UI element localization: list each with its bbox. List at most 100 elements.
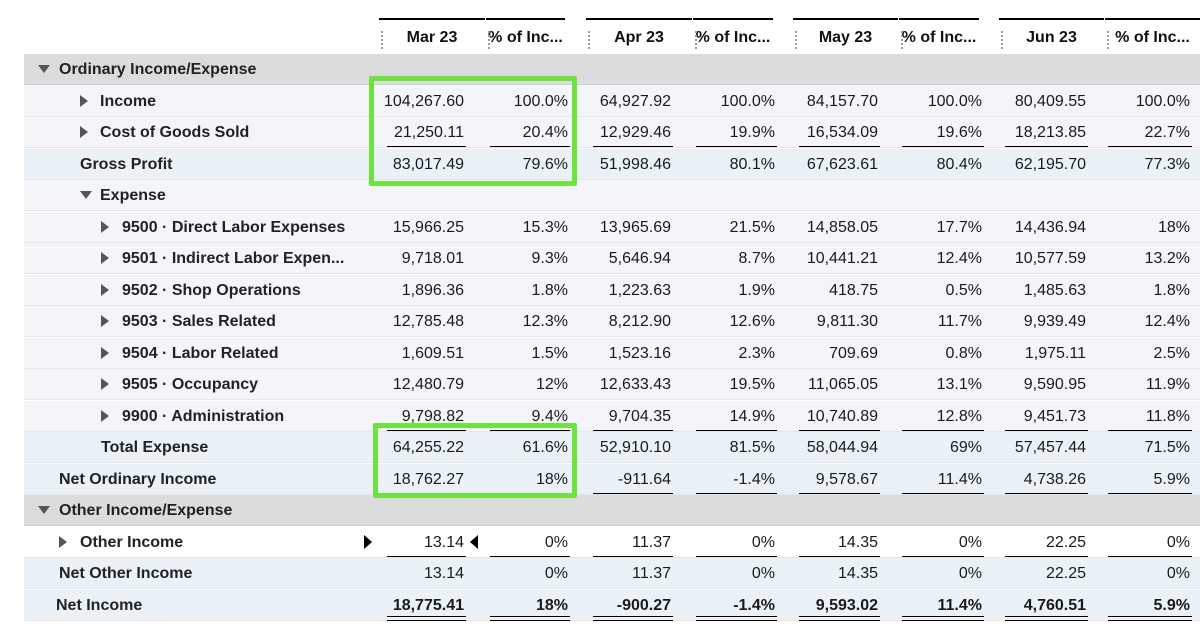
table-row[interactable]: Gross Profit 83,017.49 79.6% 51,998.46 80.1%… bbox=[24, 148, 1200, 180]
column-header-4[interactable]: May 23 bbox=[793, 18, 898, 54]
cell-value: 11.4% bbox=[937, 596, 982, 614]
cell-value: 52,910.10 bbox=[599, 439, 671, 456]
cell-value: 5.9% bbox=[1153, 596, 1190, 614]
cell-value: -911.64 bbox=[617, 470, 671, 488]
table-row[interactable]: Other Income 13.14 0% 11.37 0% 14.35 0% 22.25 0% bbox=[24, 526, 1200, 558]
cell-value: 10,740.89 bbox=[806, 407, 878, 425]
row-label: 9504 · Labor Related bbox=[122, 344, 279, 362]
table-row[interactable]: Net Ordinary Income 18,762.27 18% -911.64 -1… bbox=[24, 463, 1200, 495]
cell-value: 1,609.51 bbox=[401, 344, 464, 362]
subtotal-underline bbox=[387, 555, 466, 557]
table-row[interactable]: Ordinary Income/Expense bbox=[24, 54, 1200, 85]
column-header-row: Mar 23% of Inc... Apr 23% of Inc... May 23… bbox=[24, 18, 1200, 54]
expand-triangle-icon[interactable] bbox=[80, 94, 88, 107]
table-row[interactable]: Net Income 18,775.41 18% -900.27 -1.4% 9,593.… bbox=[24, 589, 1200, 621]
cell-value: 12.4% bbox=[1144, 313, 1190, 330]
cell-value: 18% bbox=[535, 470, 568, 488]
row-label: 9500 · Direct Labor Expenses bbox=[122, 218, 346, 236]
cell-value: 13.14 bbox=[423, 565, 464, 582]
column-header-6[interactable]: Jun 23 bbox=[999, 18, 1104, 54]
table-row[interactable]: 9501 · Indirect Labor Expen... 9,718.01 9.… bbox=[24, 243, 1200, 274]
column-resize-handle[interactable] bbox=[1107, 31, 1111, 49]
cell-value: 100.0% bbox=[720, 92, 775, 110]
subtotal-underline bbox=[799, 429, 880, 431]
cell-value: 12.8% bbox=[936, 407, 982, 425]
expand-triangle-icon[interactable] bbox=[101, 220, 109, 233]
column-header-7[interactable]: % of Inc... bbox=[1105, 18, 1200, 54]
cell-value: 11.37 bbox=[632, 565, 671, 582]
table-row[interactable]: 9505 · Occupancy 12,480.79 12% 12,633.43 19.… bbox=[24, 369, 1200, 400]
expand-triangle-icon[interactable] bbox=[101, 283, 109, 296]
green-highlight-box bbox=[369, 76, 577, 186]
cell-value: 19.5% bbox=[729, 376, 775, 393]
cell-value: 11.8% bbox=[1145, 407, 1190, 425]
subtotal-underline bbox=[696, 146, 777, 147]
cell-value: -1.4% bbox=[733, 470, 775, 488]
expand-triangle-icon[interactable] bbox=[101, 315, 109, 327]
expand-triangle-icon[interactable] bbox=[101, 378, 109, 390]
table-row[interactable]: Total Expense 64,255.22 61.6% 52,910.10 81.5… bbox=[24, 432, 1200, 463]
column-resize-handle[interactable] bbox=[488, 31, 492, 49]
column-header-1[interactable]: % of Inc... bbox=[486, 18, 565, 54]
column-header-2[interactable]: Apr 23 bbox=[586, 18, 692, 54]
column-header-0[interactable]: Mar 23 bbox=[379, 18, 485, 54]
cell-value: 13.2% bbox=[1144, 250, 1190, 267]
cell-value: 81.5% bbox=[729, 439, 775, 456]
expand-triangle-icon[interactable] bbox=[59, 535, 67, 548]
column-header-5[interactable]: % of Inc... bbox=[899, 18, 979, 54]
collapse-triangle-icon[interactable] bbox=[38, 506, 50, 514]
table-row[interactable]: Other Income/Expense bbox=[24, 495, 1200, 526]
row-label: Other Income bbox=[80, 533, 184, 551]
subtotal-underline bbox=[1005, 492, 1088, 494]
table-row[interactable]: 9504 · Labor Related 1,609.51 1.5% 1,523.16… bbox=[24, 337, 1200, 369]
subtotal-underline bbox=[490, 429, 570, 431]
subtotal-underline bbox=[387, 146, 466, 147]
cell-value: 83,017.49 bbox=[392, 155, 464, 173]
table-row[interactable]: Expense bbox=[24, 180, 1200, 211]
collapse-triangle-icon[interactable] bbox=[80, 191, 92, 199]
cell-value: 9,451.73 bbox=[1023, 407, 1086, 425]
cell-value: 11,065.05 bbox=[808, 376, 878, 393]
subtotal-underline bbox=[1005, 555, 1088, 557]
column-resize-handle[interactable] bbox=[695, 31, 699, 49]
cell-value: 11.4% bbox=[937, 470, 982, 488]
cell-value: 12,633.43 bbox=[599, 376, 671, 393]
row-label: Net Income bbox=[56, 596, 143, 614]
cell-value: 9,704.35 bbox=[608, 407, 671, 425]
row-label: Total Expense bbox=[101, 439, 209, 456]
cell-value: 15,966.25 bbox=[392, 218, 464, 236]
collapse-triangle-icon[interactable] bbox=[38, 65, 50, 73]
table-row[interactable]: Net Other Income 13.14 0% 11.37 0% 14.35 0% 22.… bbox=[24, 558, 1200, 589]
cell-value: 1.8% bbox=[531, 281, 568, 299]
expand-triangle-icon[interactable] bbox=[80, 126, 88, 138]
cell-value: 21.5% bbox=[729, 218, 775, 236]
column-header-3[interactable]: % of Inc... bbox=[693, 18, 773, 54]
cell-value: 57,457.44 bbox=[1014, 439, 1086, 456]
cell-value: 9,593.02 bbox=[815, 596, 878, 614]
column-resize-handle[interactable] bbox=[381, 31, 385, 49]
column-resize-handle[interactable] bbox=[901, 31, 905, 49]
cell-value: 18,213.85 bbox=[1014, 124, 1086, 141]
table-row[interactable]: 9503 · Sales Related 12,785.48 12.3% 8,212.… bbox=[24, 306, 1200, 337]
selection-marker-right-icon bbox=[364, 534, 372, 549]
expand-triangle-icon[interactable] bbox=[101, 409, 109, 422]
cell-value: 1,896.36 bbox=[401, 281, 464, 299]
cell-value: 0% bbox=[544, 565, 568, 582]
cell-value: 22.7% bbox=[1144, 124, 1190, 141]
column-resize-handle[interactable] bbox=[1001, 31, 1005, 49]
expand-triangle-icon[interactable] bbox=[101, 346, 109, 359]
cell-value: 9,578.67 bbox=[815, 470, 878, 488]
subtotal-underline bbox=[1108, 492, 1192, 494]
table-row[interactable]: 9900 · Administration 9,798.82 9.4% 9,704.3… bbox=[24, 400, 1200, 432]
column-resize-handle[interactable] bbox=[795, 31, 799, 49]
cell-value: 16,534.09 bbox=[806, 124, 878, 141]
table-row[interactable]: Income 104,267.60 100.0% 64,927.92 100.0% 84,… bbox=[24, 85, 1200, 117]
table-row[interactable]: 9502 · Shop Operations 1,896.36 1.8% 1,223.… bbox=[24, 274, 1200, 306]
table-row[interactable]: 9500 · Direct Labor Expenses 15,966.25 15.… bbox=[24, 211, 1200, 243]
column-resize-handle[interactable] bbox=[588, 31, 592, 49]
cell-value: 71.5% bbox=[1144, 439, 1190, 456]
expand-triangle-icon[interactable] bbox=[101, 252, 109, 264]
cell-value: 19.9% bbox=[729, 124, 775, 141]
row-label: Ordinary Income/Expense bbox=[59, 61, 257, 78]
table-row[interactable]: Cost of Goods Sold 21,250.11 20.4% 12,929.4… bbox=[24, 117, 1200, 148]
